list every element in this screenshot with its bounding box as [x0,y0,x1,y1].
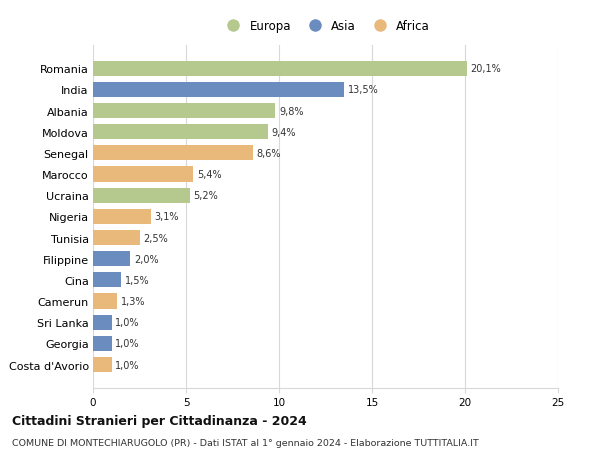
Text: COMUNE DI MONTECHIARUGOLO (PR) - Dati ISTAT al 1° gennaio 2024 - Elaborazione TU: COMUNE DI MONTECHIARUGOLO (PR) - Dati IS… [12,438,479,447]
Bar [93,336,112,351]
Bar [93,357,112,372]
Text: 1,0%: 1,0% [115,318,140,327]
Bar [93,146,253,161]
Bar [93,252,130,267]
Text: 9,4%: 9,4% [272,128,296,137]
Bar [93,188,190,203]
Bar [93,294,117,309]
Text: 2,0%: 2,0% [134,254,158,264]
Text: 20,1%: 20,1% [470,64,502,74]
Bar [93,167,193,182]
Bar [93,315,112,330]
Text: 5,4%: 5,4% [197,170,222,179]
Text: 1,3%: 1,3% [121,297,145,306]
Bar [93,125,268,140]
Text: Cittadini Stranieri per Cittadinanza - 2024: Cittadini Stranieri per Cittadinanza - 2… [12,414,307,428]
Text: 5,2%: 5,2% [193,191,218,201]
Text: 1,0%: 1,0% [115,360,140,369]
Text: 8,6%: 8,6% [257,149,281,158]
Text: 1,5%: 1,5% [125,275,149,285]
Text: 3,1%: 3,1% [154,212,179,222]
Bar [93,230,139,246]
Bar [93,62,467,77]
Bar [93,273,121,288]
Text: 13,5%: 13,5% [348,85,379,95]
Text: 1,0%: 1,0% [115,339,140,348]
Text: 2,5%: 2,5% [143,233,168,243]
Text: 9,8%: 9,8% [279,106,304,116]
Bar [93,209,151,224]
Bar [93,104,275,119]
Legend: Europa, Asia, Africa: Europa, Asia, Africa [219,17,432,35]
Bar [93,83,344,98]
